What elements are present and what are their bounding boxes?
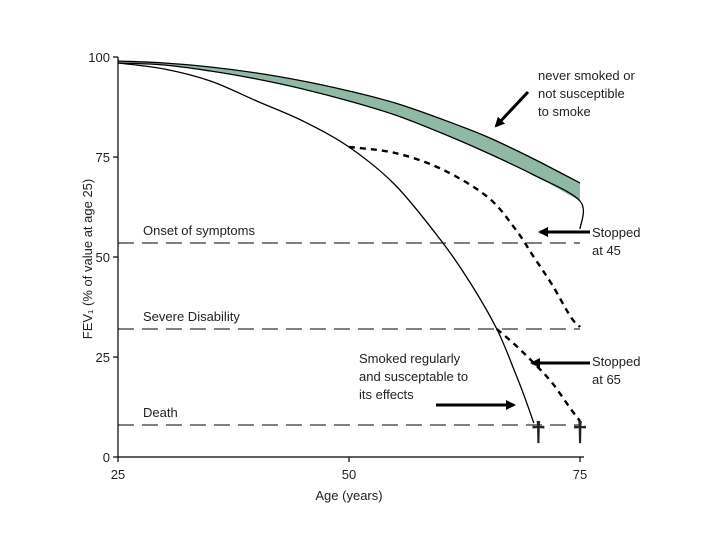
annotation-text: Stopped at 65 xyxy=(592,354,640,387)
axes xyxy=(117,57,584,458)
y-tick-label: 25 xyxy=(96,350,110,365)
annotation-line: to smoke xyxy=(538,104,591,119)
threshold-lines: Onset of symptoms Severe Disability Death xyxy=(118,223,580,426)
annotation-line: Smoked regularly xyxy=(359,351,461,366)
annotation-line: its effects xyxy=(359,387,414,402)
annotation-text: never smoked or not susceptible to smoke xyxy=(538,68,635,119)
y-axis-title: FEV₁ (% of value at age 25) xyxy=(80,179,95,339)
threshold-label: Onset of symptoms xyxy=(143,223,255,238)
y-tick-label: 75 xyxy=(96,150,110,165)
annotation-line: not susceptible xyxy=(538,86,625,101)
annotation-line: at 65 xyxy=(592,372,621,387)
x-axis-title: Age (years) xyxy=(315,488,382,503)
annotation-line: at 45 xyxy=(592,243,621,258)
annotation-line: never smoked or xyxy=(538,68,635,83)
threshold-label: Death xyxy=(143,405,178,420)
x-tick-label: 75 xyxy=(573,467,587,482)
shaded-band xyxy=(118,61,580,229)
x-ticks: 25 50 75 xyxy=(111,457,587,482)
series-line xyxy=(348,145,581,328)
series-line xyxy=(496,328,581,422)
series-line xyxy=(117,62,585,230)
x-tick-label: 25 xyxy=(111,467,125,482)
annotation-text: Stopped at 45 xyxy=(592,225,640,258)
series-line xyxy=(117,60,581,184)
annotation-line: Stopped xyxy=(592,354,640,369)
y-tick-label: 50 xyxy=(96,250,110,265)
death-marker-icon: † xyxy=(531,416,547,447)
annotation-text: Smoked regularly and susceptable to its ef… xyxy=(359,351,468,402)
series-line xyxy=(117,62,535,424)
y-ticks: 0 25 50 75 100 xyxy=(88,50,118,465)
annotation-line: and susceptable to xyxy=(359,369,468,384)
x-tick-label: 50 xyxy=(342,467,356,482)
y-tick-label: 100 xyxy=(88,50,110,65)
annotations: never smoked or not susceptible to smoke St… xyxy=(359,68,640,447)
arrow xyxy=(494,90,530,128)
y-tick-label: 0 xyxy=(103,450,110,465)
death-marker-icon: † xyxy=(572,416,588,447)
threshold-label: Severe Disability xyxy=(143,309,240,324)
curves xyxy=(117,60,585,424)
annotation-line: Stopped xyxy=(592,225,640,240)
